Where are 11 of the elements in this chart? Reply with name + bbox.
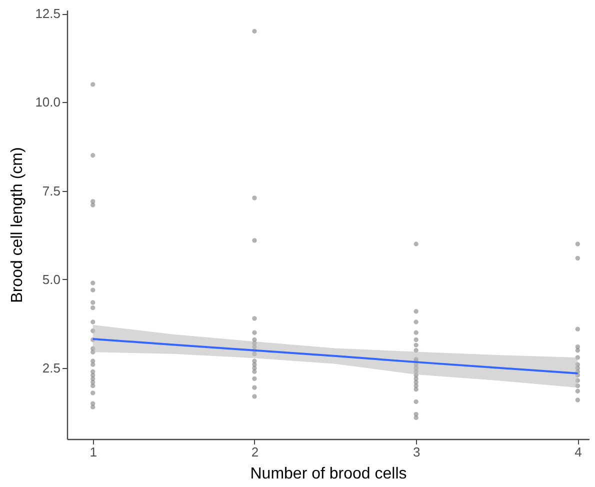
y-tick-label: 12.5	[35, 6, 60, 22]
x-tick-label: 4	[574, 444, 582, 460]
y-tick-label: 5.0	[42, 272, 60, 287]
x-axis-title: Number of brood cells	[250, 466, 407, 482]
x-tick-label: 3	[412, 444, 420, 460]
x-tick-label: 2	[251, 444, 259, 460]
x-tick-label: 1	[90, 444, 97, 460]
y-tick-label: 10.0	[35, 94, 60, 110]
y-tick-label: 7.5	[42, 183, 60, 198]
y-tick-label: 2.5	[42, 360, 60, 376]
y-axis-title: Brood cell length (cm)	[9, 147, 26, 303]
